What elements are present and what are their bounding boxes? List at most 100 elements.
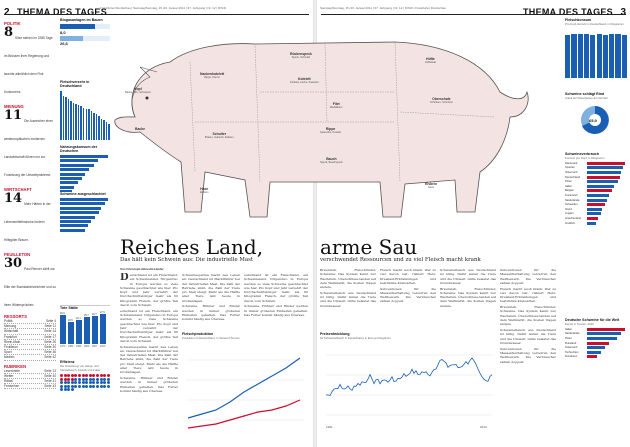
dot	[99, 377, 103, 381]
welt-subtitle: Export in Tonnen, 2010	[565, 322, 594, 326]
biogas-bar	[60, 24, 95, 29]
ressort-page: Seite 17	[44, 334, 56, 339]
welt-title: Deutsche Schweine für die Welt	[565, 318, 620, 322]
dot	[70, 381, 74, 385]
cut-name: Nackenkotelett	[200, 72, 225, 76]
laender-bar-list: Dänemark Spanien Österreich Deutschland Pole…	[565, 161, 627, 225]
bar-label: Griechenland	[565, 216, 581, 220]
right-page: Samstag/Sonntag, 15./16. Januar 2011 | 6…	[317, 0, 630, 447]
chart-bar	[82, 107, 85, 140]
teaser-feuilleton[interactable]: FEUILLETON 30 Paul Renner zählt zur Elit…	[4, 249, 56, 311]
dot	[92, 374, 96, 377]
ressort-item[interactable]: Politik Seite 4	[4, 319, 56, 325]
bar-value-label: 20,5	[68, 319, 73, 323]
chart-bar	[60, 159, 99, 163]
rubrik-item[interactable]: Leserbriefe Seite 13	[4, 369, 56, 374]
ressort-page: Seite 14	[44, 329, 56, 334]
dot	[60, 384, 63, 388]
article-text: Braunvieh, Fleischrinder, Schweine: Das …	[500, 305, 556, 327]
pig-cut-ruecken: Rückenspeck Speck, Schmalz	[290, 52, 312, 59]
article-text: Schweinefleisch aus Deutschland ist bill…	[500, 328, 556, 345]
dot	[63, 374, 67, 377]
ressort-name: Frankfurt	[4, 334, 17, 339]
teaser-text: Paul Renner zählt zur Elite der Buchstab…	[4, 267, 56, 307]
bar-row: Niederlande	[565, 332, 627, 337]
chart-bar	[85, 108, 88, 140]
chart-bar	[587, 166, 624, 170]
top-bar-area	[565, 28, 627, 83]
dot	[67, 374, 71, 377]
chart-bar	[108, 124, 110, 140]
article-text: Braunvieh, Fleischrinder, Schweine: Das …	[440, 286, 496, 308]
rubrik-name: Wetter	[4, 373, 14, 378]
chart-bar	[60, 198, 108, 201]
chart-bar	[587, 336, 617, 340]
rubrik-item[interactable]: Wetter Seite 40	[4, 373, 56, 380]
chart-bar	[60, 176, 82, 180]
article-text: Schweine, Hühner und Rinder werden in im…	[182, 304, 240, 322]
bar-label: Niederlande	[565, 198, 580, 202]
rubrik-item[interactable]: Rätsel Seite 41	[4, 379, 56, 385]
bar-label: Dänemark	[565, 161, 578, 165]
teaser-wirtschaft[interactable]: WIRTSCHAFT 14 Mehr Härten in der Lebensm…	[4, 184, 56, 246]
bar-label: Italien	[565, 184, 573, 188]
effizienz-text: Die Vorleistung von Haupt- und Speisefle…	[60, 364, 102, 372]
ressort-item[interactable]: Wirtschaft Seite 14	[4, 329, 56, 335]
chart-bar	[565, 35, 571, 78]
chart-bar	[60, 181, 78, 185]
ressort-item[interactable]: Feuilleton Seite 30	[4, 345, 56, 351]
ressort-item[interactable]: Sport Seite 36	[4, 350, 56, 356]
chart-bar	[67, 99, 70, 140]
schweine-title: Schweine ausgeschlachtet	[60, 192, 106, 196]
bar-category-label: 2010	[100, 345, 106, 348]
right-col-4: Subventionen für die Massentierhaltung v…	[500, 268, 556, 443]
dot	[103, 381, 107, 385]
cut-name: Haxe	[200, 187, 209, 191]
rubrik-item[interactable]: Fernsehen Seite 43	[4, 384, 56, 390]
cut-name: Bauch	[326, 157, 337, 161]
bar-label: Ungarn	[565, 212, 574, 216]
cut-parts: Braten, Gulasch, Eisbein	[205, 136, 234, 139]
article-text: Subventionen für die Massentierhaltung v…	[500, 346, 556, 364]
grid-lines	[326, 354, 492, 416]
teaser-kicker: POLITIK	[4, 21, 21, 26]
ressort-item[interactable]: Meinung Seite 11	[4, 324, 56, 330]
pig-cut-kopf: Kopf Backe, Ohr, Schnauze	[125, 87, 151, 94]
dot	[106, 377, 110, 381]
chart-bar	[60, 211, 100, 215]
article-text: Schweine, Hühner und Rinder werden in im…	[120, 376, 178, 393]
dot	[63, 377, 67, 381]
chart-bar	[615, 34, 621, 78]
bar-row: Polen	[565, 336, 627, 341]
teaser-meinung[interactable]: MEINUNG 11 Die Ausreicher einer westeuro…	[4, 101, 56, 181]
chart-bar	[587, 203, 606, 207]
chart-bar	[583, 34, 590, 78]
teaser-kicker: WIRTSCHAFT	[4, 187, 32, 192]
dot	[63, 388, 67, 392]
cut-name: Rippe	[325, 127, 336, 131]
dot	[70, 388, 74, 392]
cut-name: Schulter	[212, 132, 227, 136]
article-text: Schweinefleisch aus Deutschland ist bill…	[440, 268, 496, 285]
dot	[77, 377, 81, 381]
cut-parts: Spareribs, Kassler	[320, 131, 342, 134]
dot	[85, 384, 89, 388]
chart-bar	[60, 172, 86, 176]
dot	[103, 374, 107, 377]
cut-parts: Speck, Bauchspeck	[320, 161, 343, 164]
bar-label: Polen	[565, 180, 572, 184]
dot	[70, 377, 74, 381]
ressort-item[interactable]: Rhein-Main Seite 26	[4, 340, 56, 346]
chart-bar	[95, 114, 98, 140]
teaser-politik[interactable]: POLITIK 8 Sitze stehen im 2285 Tage im B…	[4, 18, 56, 98]
dot	[67, 377, 71, 381]
dot	[60, 377, 63, 381]
bar-label: Russland	[565, 341, 577, 345]
ressort-item[interactable]: Medien Seite 42	[4, 355, 56, 361]
ressort-name: Politik	[4, 319, 13, 323]
pig-cut-bauch: Bauch Speck, Bauchspeck	[320, 157, 343, 164]
dot	[103, 377, 107, 381]
ressorts-title: RESSORTS	[4, 314, 28, 319]
ressort-item[interactable]: Frankfurt Seite 17	[4, 335, 56, 340]
dot	[103, 384, 107, 388]
